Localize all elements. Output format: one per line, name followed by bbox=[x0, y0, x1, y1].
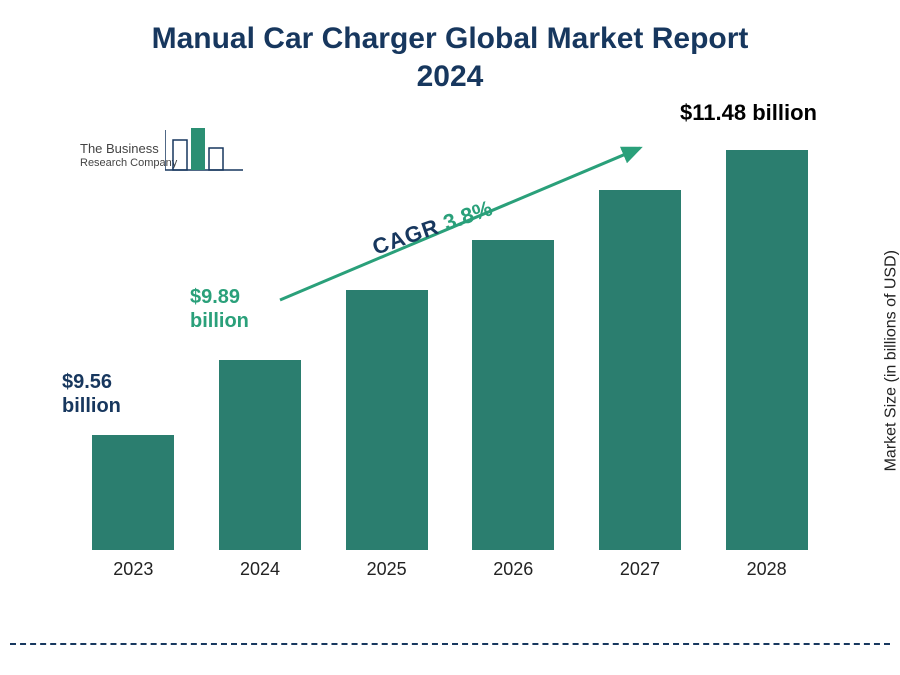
chart-container: Manual Car Charger Global Market Report … bbox=[0, 0, 900, 675]
chart-title: Manual Car Charger Global Market Report … bbox=[0, 20, 900, 95]
x-category-2027: 2027 bbox=[585, 559, 695, 580]
footer-dashed-line bbox=[10, 643, 890, 645]
bar-2027 bbox=[599, 190, 681, 550]
bar-2026 bbox=[472, 240, 554, 550]
x-category-2024: 2024 bbox=[205, 559, 315, 580]
chart-plot-area: 2023 2024 2025 2026 2027 2028 bbox=[70, 150, 830, 580]
bar-2028 bbox=[726, 150, 808, 550]
x-category-2023: 2023 bbox=[78, 559, 188, 580]
title-line-2: 2024 bbox=[417, 60, 484, 93]
y-axis-label: Market Size (in billions of USD) bbox=[882, 250, 900, 471]
x-axis-categories: 2023 2024 2025 2026 2027 2028 bbox=[70, 559, 830, 580]
bars-group bbox=[70, 150, 830, 550]
x-category-2026: 2026 bbox=[458, 559, 568, 580]
title-line-1: Manual Car Charger Global Market Report bbox=[152, 22, 749, 55]
bar-wrap-2025 bbox=[332, 290, 442, 550]
bar-wrap-2027 bbox=[585, 190, 695, 550]
bar-wrap-2023 bbox=[78, 435, 188, 550]
bar-2023 bbox=[92, 435, 174, 550]
value-label-2028: $11.48 billion bbox=[680, 100, 850, 126]
bar-wrap-2024 bbox=[205, 360, 315, 550]
x-category-2028: 2028 bbox=[712, 559, 822, 580]
bar-wrap-2028 bbox=[712, 150, 822, 550]
bar-2024 bbox=[219, 360, 301, 550]
bar-2025 bbox=[346, 290, 428, 550]
x-category-2025: 2025 bbox=[332, 559, 442, 580]
bar-wrap-2026 bbox=[458, 240, 568, 550]
